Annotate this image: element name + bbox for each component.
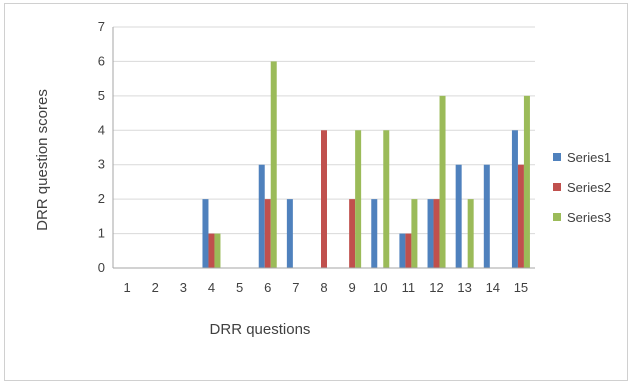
bar-series3-q10 [383, 130, 390, 268]
x-tick-label: 11 [402, 280, 416, 295]
bar-series2-q6 [264, 199, 271, 268]
y-axis-title: DRR question scores [34, 89, 51, 231]
bar-series3-q9 [355, 130, 362, 268]
y-tick-label: 6 [98, 53, 105, 68]
legend-swatch [553, 183, 561, 191]
y-tick-label: 1 [98, 226, 105, 241]
bar-series2-q15 [517, 164, 524, 268]
x-tick-label: 6 [264, 280, 271, 295]
x-tick-label: 7 [292, 280, 299, 295]
bar-series1-q4 [202, 199, 209, 268]
bar-series1-q7 [286, 199, 293, 268]
x-tick-labels: 1 2 3 4 5 6 7 8 9 10 11 12 13 14 15 [123, 280, 528, 295]
x-tick-label: 4 [208, 280, 215, 295]
x-axis-title: DRR questions [210, 321, 311, 338]
bar-series3-q4 [214, 233, 221, 268]
bar-series1-q13 [455, 164, 462, 268]
bar-series3-q12 [439, 95, 446, 268]
y-tick-label: 0 [98, 260, 105, 275]
y-tick-label: 5 [98, 88, 105, 103]
x-tick-label: 2 [152, 280, 159, 295]
x-tick-label: 12 [429, 280, 443, 295]
bars [202, 61, 530, 268]
y-tick-label: 7 [98, 19, 105, 34]
y-tick-label: 2 [98, 191, 105, 206]
bar-series2-q9 [349, 199, 356, 268]
x-tick-label: 3 [180, 280, 187, 295]
bar-series3-q15 [523, 95, 530, 268]
x-tick-label: 14 [486, 280, 500, 295]
bar-series1-q10 [371, 199, 378, 268]
x-tick-label: 5 [236, 280, 243, 295]
bar-series3-q6 [270, 61, 277, 268]
legend-label: Series1 [567, 150, 611, 165]
y-tick-label: 4 [98, 122, 105, 137]
legend: Series1 Series2 Series3 [553, 150, 611, 225]
bar-series1-q14 [483, 164, 490, 268]
legend-swatch [553, 213, 561, 221]
bar-series1-q12 [427, 199, 434, 268]
x-tick-label: 1 [123, 280, 130, 295]
legend-swatch [553, 153, 561, 161]
bar-series2-q11 [405, 233, 412, 268]
bar-series2-q12 [433, 199, 440, 268]
bar-series3-q13 [467, 199, 474, 268]
legend-label: Series3 [567, 210, 611, 225]
x-tick-label: 13 [457, 280, 471, 295]
y-tick-labels: 0 1 2 3 4 5 6 7 [98, 19, 105, 275]
bar-series3-q11 [411, 199, 418, 268]
bar-series2-q8 [321, 130, 327, 268]
bar-series2-q4 [208, 233, 215, 268]
bar-series1-q6 [258, 164, 265, 268]
y-tick-label: 3 [98, 157, 105, 172]
legend-label: Series2 [567, 180, 611, 195]
x-tick-label: 10 [373, 280, 387, 295]
x-tick-label: 9 [349, 280, 356, 295]
bar-series1-q15 [511, 130, 518, 268]
bar-series1-q11 [399, 233, 406, 268]
x-tick-label: 8 [320, 280, 327, 295]
axes [112, 27, 535, 269]
x-tick-label: 15 [514, 280, 528, 295]
